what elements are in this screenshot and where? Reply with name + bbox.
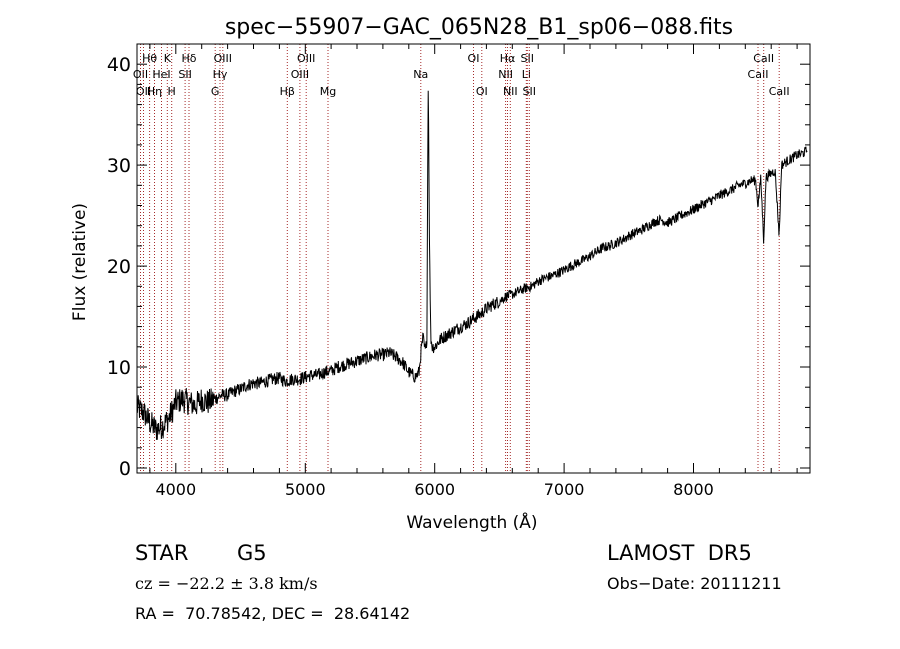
plot-frame xyxy=(136,43,811,474)
spectral-line-label: H xyxy=(168,85,176,98)
spectral-line-label: SII xyxy=(523,85,536,98)
y-tick-label: 20 xyxy=(107,256,131,278)
spectral-line-label: SII xyxy=(521,52,534,65)
spectral-line-label: Na xyxy=(413,68,428,81)
observation-date: Obs−Date: 20111211 xyxy=(607,574,782,593)
x-tick-label: 4000 xyxy=(155,480,196,499)
spectral-line-label: Hθ xyxy=(142,52,157,65)
x-tick-label: 7000 xyxy=(544,480,585,499)
x-axis-ticks: 4000 5000 6000 7000 8000 xyxy=(149,44,798,499)
spectral-line-label: NII xyxy=(503,85,518,98)
chart-title: spec−55907−GAC_065N28_B1_sp06−088.fits xyxy=(225,15,733,40)
spectral-line-label: OIII xyxy=(297,52,315,65)
spectral-line-label: Hη xyxy=(147,85,162,98)
radial-velocity: cz = −22.2 ± 3.8 km/s xyxy=(135,574,318,593)
y-tick-label: 10 xyxy=(107,357,131,379)
spectral-line-label: Hδ xyxy=(181,52,196,65)
spectral-line-label: HeI xyxy=(152,68,170,81)
y-tick-label: 30 xyxy=(107,155,131,177)
spectral-line-label: CaII xyxy=(769,85,790,98)
object-class: STAR xyxy=(135,541,189,565)
spectral-line-label: Hγ xyxy=(213,68,228,81)
y-axis-label: Flux (relative) xyxy=(70,203,90,321)
x-tick-label: 5000 xyxy=(285,480,326,499)
spectral-line-label: OII xyxy=(136,85,151,98)
spectral-line-label: SII xyxy=(178,68,191,81)
spectral-line-label: NII xyxy=(498,68,513,81)
spectral-line-label: CaII xyxy=(748,68,769,81)
spectral-line-label: G xyxy=(211,85,220,98)
spectral-line-label: OIII xyxy=(291,68,309,81)
spectral-line-label: Mg xyxy=(320,85,336,98)
spectral-line-label: Li xyxy=(522,68,531,81)
spectral-line-markers: OIIOIIHθHηHeIKHSIIHδGHγOIIIHβOIIIOIIIMgN… xyxy=(133,44,790,473)
spectral-line-label: OII xyxy=(133,68,148,81)
spectrum-line xyxy=(136,90,808,440)
survey-name: LAMOST DR5 xyxy=(607,541,752,565)
coordinates: RA = 70.78542, DEC = 28.64142 xyxy=(135,604,411,623)
spectral-line-label: OIII xyxy=(214,52,232,65)
y-axis-ticks: 0 10 20 30 40 xyxy=(107,43,810,480)
spectral-line-label: OI xyxy=(476,85,488,98)
y-tick-label: 40 xyxy=(107,54,131,76)
y-tick-label: 0 xyxy=(119,458,131,480)
spectral-subclass: G5 xyxy=(237,541,267,565)
spectral-line-label: OI xyxy=(468,52,480,65)
x-axis-label: Wavelength (Å) xyxy=(406,511,537,533)
spectral-line-label: CaII xyxy=(753,52,774,65)
spectral-line-label: K xyxy=(164,52,172,65)
spectral-line-label: Hα xyxy=(500,52,516,65)
x-tick-label: 8000 xyxy=(673,480,714,499)
x-tick-label: 6000 xyxy=(414,480,455,499)
spectral-line-label: Hβ xyxy=(280,85,295,98)
